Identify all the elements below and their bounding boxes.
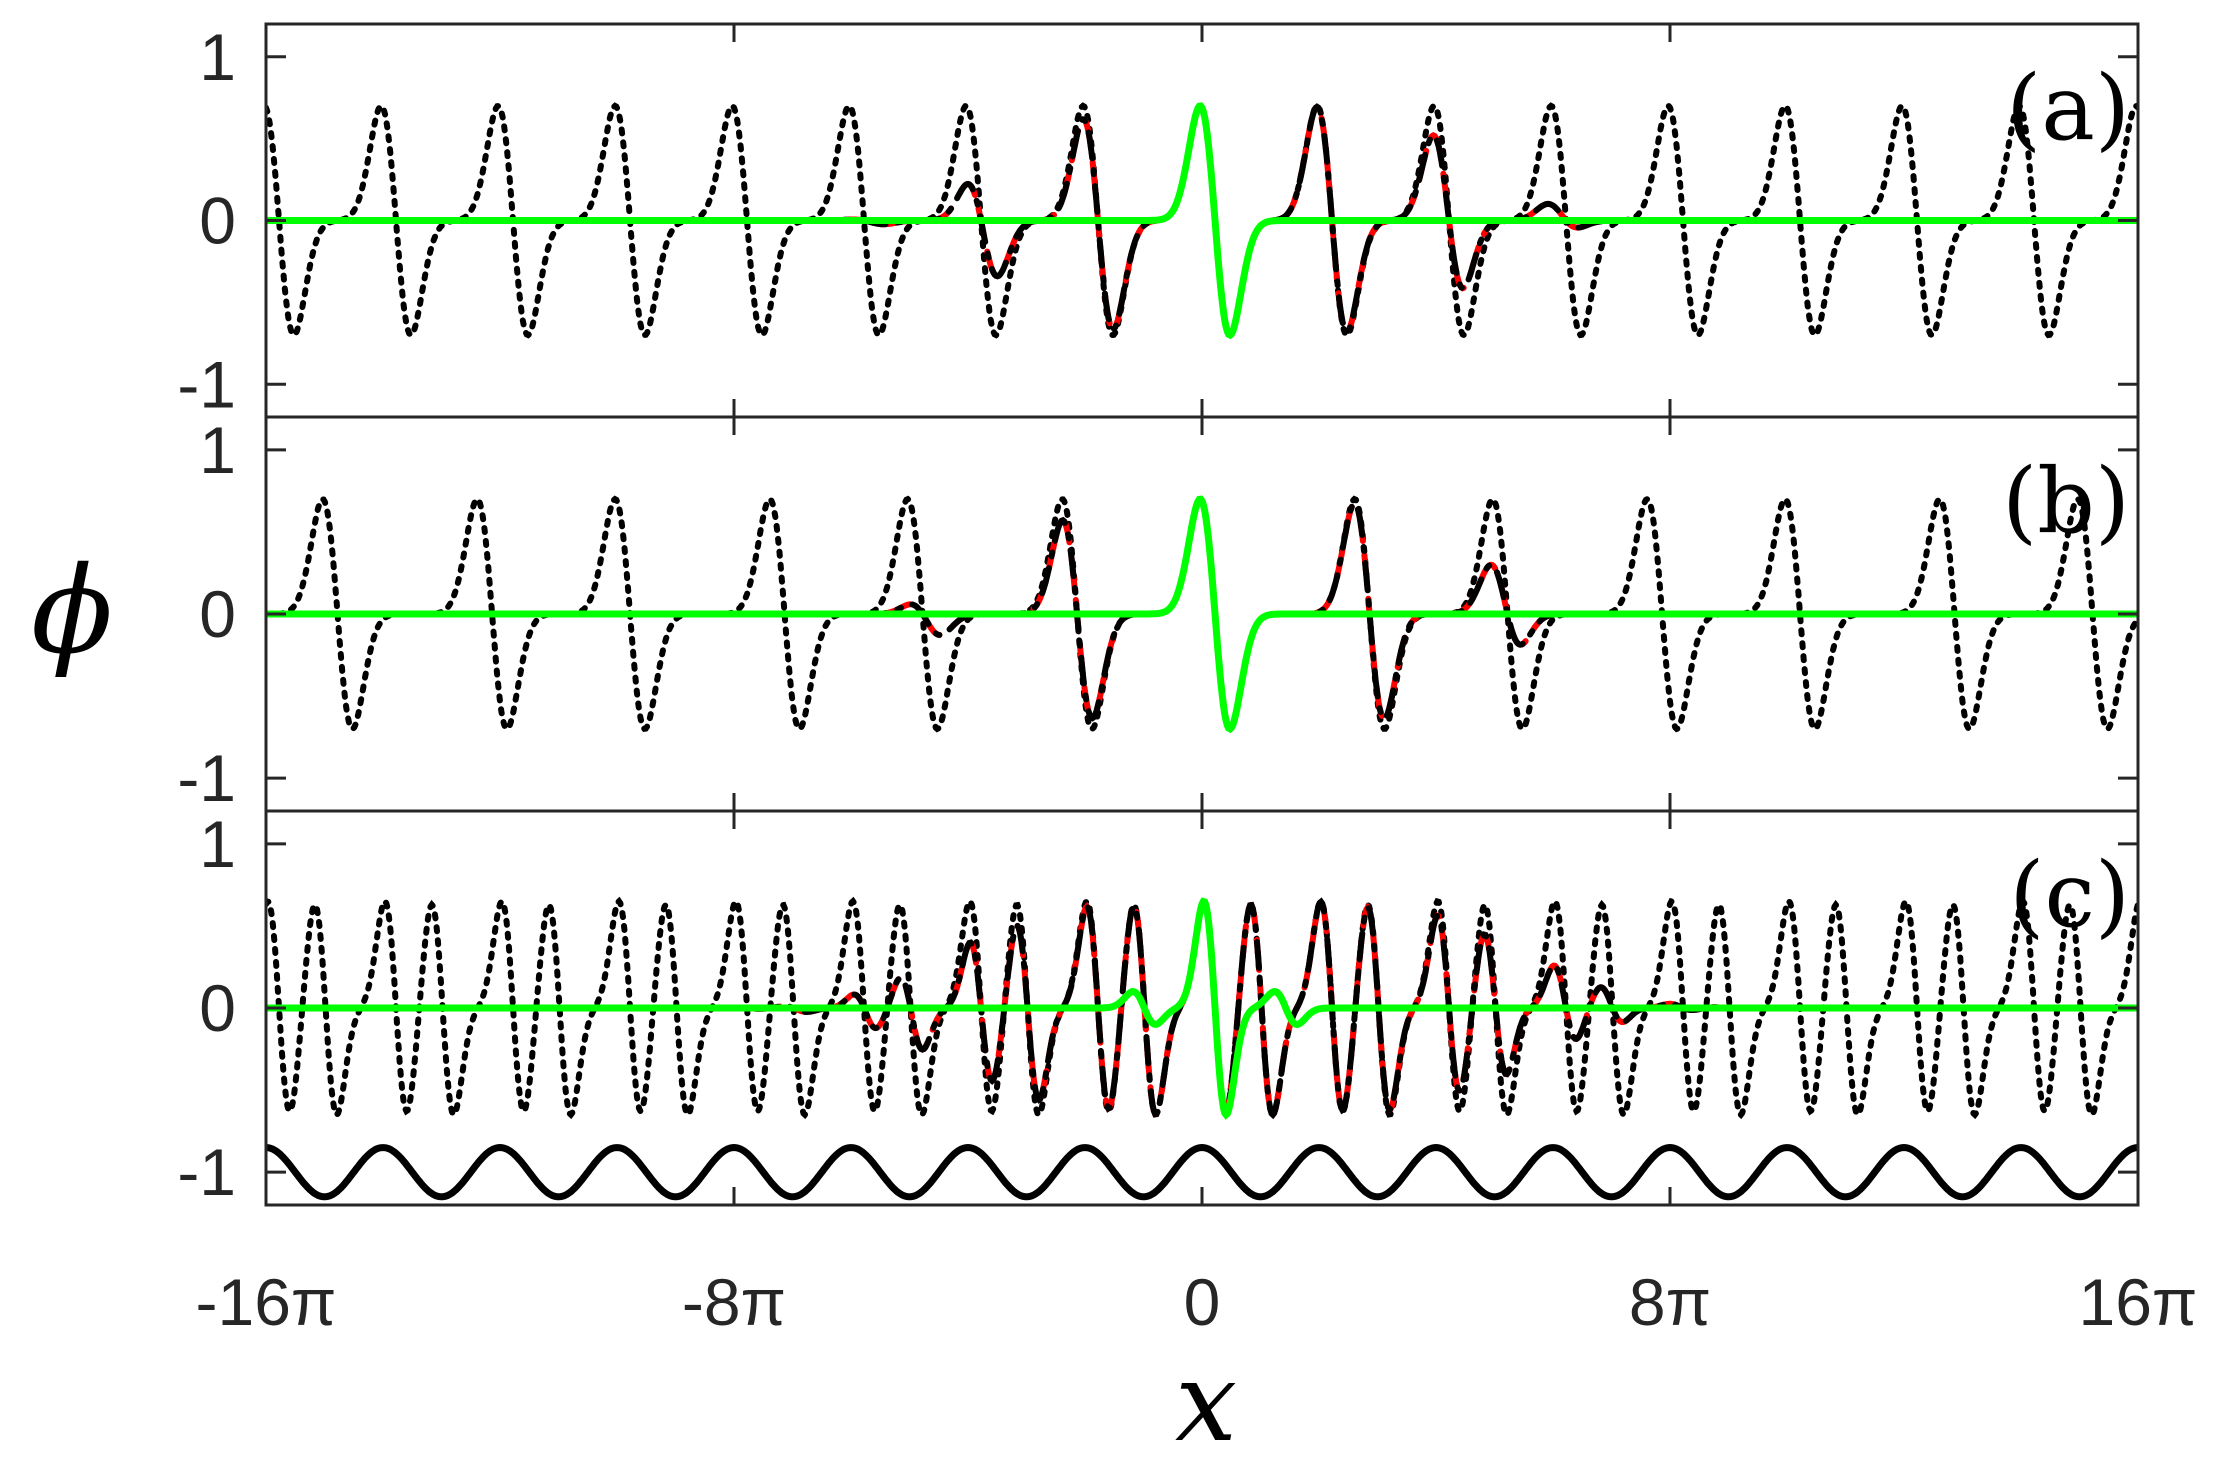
curves [266, 896, 2138, 1201]
y-axis-label: ϕ [31, 542, 113, 681]
panel-3: 1 0 -1 (c) [177, 807, 2140, 1209]
x-tick-label: -8π [682, 1265, 786, 1339]
y-tick-label: -1 [177, 1135, 236, 1209]
y-tick-label: 0 [199, 971, 236, 1045]
y-tick-label: 0 [199, 184, 236, 258]
potential-line [266, 1143, 2138, 1201]
series-line-solid [266, 102, 2138, 340]
panel-label: (a) [2006, 56, 2130, 161]
series-line-solid [266, 495, 2138, 734]
panel-label: (b) [2002, 449, 2130, 554]
series-line-dotted [266, 495, 2138, 733]
curves [266, 102, 2138, 340]
panel-label: (c) [2009, 843, 2130, 948]
panel-2: 1 0 -1 (b) [177, 413, 2140, 815]
x-tick-label: 16π [2079, 1265, 2198, 1339]
panel-1: 1 0 -1 (a) [177, 20, 2140, 421]
x-tick-label: -16π [196, 1265, 337, 1339]
panels: 1 0 -1 (a) 1 0 -1 (b) 1 0 -1 (c) [177, 20, 2140, 1209]
y-tick-label: 1 [199, 807, 236, 881]
y-tick-label: 1 [199, 413, 236, 487]
x-tick-labels: -16π -8π 0 8π 16π [196, 1265, 2198, 1339]
y-tick-label: 0 [199, 577, 236, 651]
x-tick-label: 8π [1629, 1265, 1711, 1339]
y-tick-label: 1 [199, 20, 236, 94]
series-line-solid [266, 897, 2138, 1120]
y-tick-label: -1 [177, 347, 236, 421]
x-axis-label: x [1175, 1338, 1237, 1466]
y-tick-label: -1 [177, 741, 236, 815]
x-tick-label: 0 [1184, 1265, 1221, 1339]
curves [266, 495, 2138, 734]
